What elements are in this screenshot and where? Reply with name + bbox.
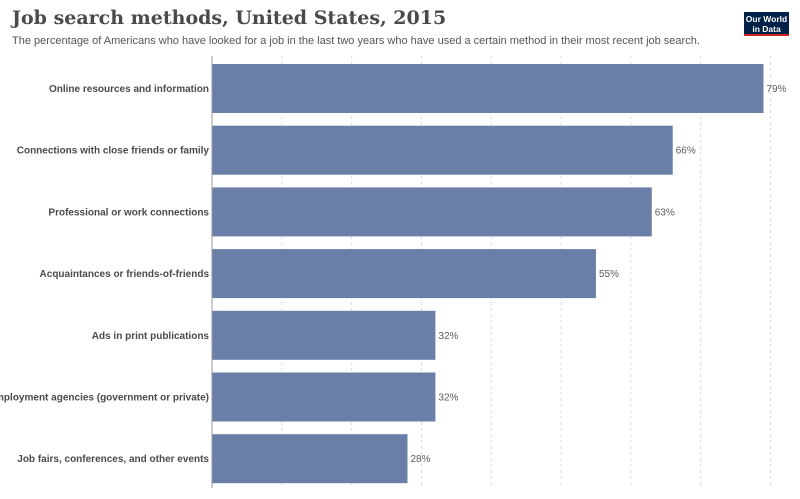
value-label: 28% <box>410 454 430 465</box>
owid-logo[interactable]: Our World in Data <box>744 12 789 36</box>
value-label: 79% <box>767 84 787 95</box>
value-label: 66% <box>676 146 696 157</box>
logo-line-1: Our World <box>745 14 788 24</box>
value-label: 32% <box>438 331 458 342</box>
category-label: Ads in print publications <box>92 331 210 342</box>
bar[interactable] <box>212 372 436 422</box>
bar[interactable] <box>212 434 408 484</box>
bar[interactable] <box>212 125 673 175</box>
page-subtitle: The percentage of Americans who have loo… <box>12 35 700 47</box>
value-label: 55% <box>599 269 619 280</box>
category-label: Job fairs, conferences, and other events <box>17 454 209 465</box>
value-label: 63% <box>655 207 675 218</box>
bar[interactable] <box>212 64 764 113</box>
category-label: Acquaintances or friends-of-friends <box>40 269 210 280</box>
category-label: Connections with close friends or family <box>17 146 210 157</box>
logo-line-2: in Data <box>752 24 781 34</box>
bar[interactable] <box>212 249 596 299</box>
category-label: Employment agencies (government or priva… <box>0 393 209 404</box>
bar[interactable] <box>212 310 436 360</box>
value-label: 32% <box>438 393 458 404</box>
bars-group: Online resources and information 79% Conne… <box>0 64 787 484</box>
category-label: Professional or work connections <box>48 207 209 218</box>
bar[interactable] <box>212 187 652 237</box>
category-label: Online resources and information <box>49 84 209 95</box>
page-title: Job search methods, United States, 2015 <box>12 7 447 29</box>
